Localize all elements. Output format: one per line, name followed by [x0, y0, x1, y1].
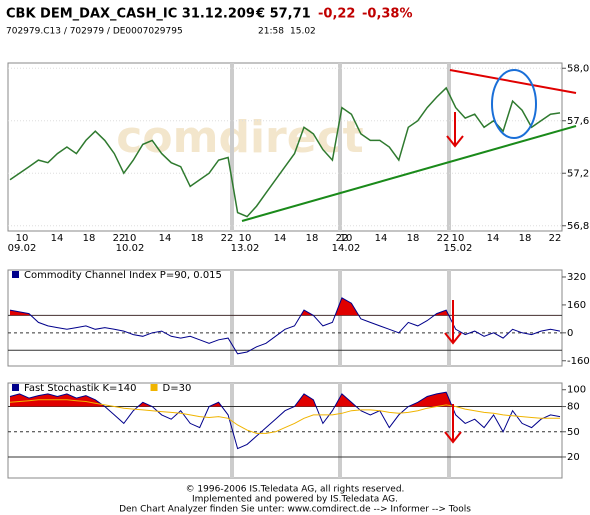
- x-date-label: 15.02: [444, 243, 473, 254]
- x-tick-label: 22: [221, 233, 234, 244]
- date: 15.02: [290, 27, 316, 37]
- x-tick-label: 14: [159, 233, 172, 244]
- y-tick-label: 57,6: [567, 116, 589, 127]
- x-tick-label: 10: [340, 233, 353, 244]
- x-tick-label: 10: [452, 233, 465, 244]
- footer: © 1996-2006 IS.Teledata AG, all rights r…: [186, 485, 405, 495]
- overbought-fill: [10, 297, 560, 316]
- x-tick-label: 14: [51, 233, 64, 244]
- annotations: [241, 69, 577, 444]
- y-tick-label: 58,0: [567, 63, 589, 74]
- y-tick-label: 57,2: [567, 168, 589, 179]
- y-tick-label: 20: [567, 452, 580, 463]
- legend-swatch: [150, 384, 158, 391]
- x-tick-label: 18: [519, 233, 532, 244]
- x-tick-label: 18: [306, 233, 319, 244]
- change-pct: -0,38%: [362, 7, 413, 22]
- y-tick-label: -160: [567, 356, 590, 367]
- y-tick-label: 56,8: [567, 221, 589, 232]
- line: [9, 297, 561, 355]
- panel: [7, 382, 563, 479]
- x-date-label: 09.02: [8, 243, 37, 254]
- line: [9, 399, 560, 434]
- y-tick-label: 50: [567, 427, 580, 438]
- x-tick-label: 14: [487, 233, 500, 244]
- overbought-fill: [10, 392, 453, 407]
- x-tick-label: 18: [83, 233, 96, 244]
- x-tick-label: 14: [274, 233, 287, 244]
- y-tick-label: 80: [567, 402, 580, 413]
- x-tick-label: 22: [437, 233, 450, 244]
- x-date-label: 14.02: [332, 243, 361, 254]
- x-tick-label: 14: [375, 233, 388, 244]
- line: [9, 86, 561, 218]
- price: € 57,71: [255, 7, 311, 22]
- legend-label: Commodity Channel Index P=90, 0.015: [24, 270, 222, 281]
- watermark: comdirect: [116, 112, 363, 163]
- x-tick-label: 22: [336, 233, 349, 244]
- y-tick-label: 160: [567, 300, 586, 311]
- time: 21:58: [258, 27, 284, 37]
- footer: Implemented and powered by IS.Teledata A…: [192, 495, 398, 505]
- title: CBK DEM_DAX_CASH_IC 31.12.209: [6, 7, 255, 22]
- x-tick-label: 10: [16, 233, 29, 244]
- x-date-label: 13.02: [231, 243, 260, 254]
- x-tick-label: 18: [191, 233, 204, 244]
- ids: 702979.C13 / 702979 / DE0007029795: [6, 27, 183, 37]
- x-tick-label: 22: [549, 233, 562, 244]
- legend-swatch: [12, 384, 19, 391]
- x-tick-label: 10: [124, 233, 137, 244]
- change: -0,22: [318, 7, 355, 22]
- panel: [7, 269, 563, 367]
- x-date-label: 10.02: [116, 243, 145, 254]
- y-tick-label: 0: [567, 328, 573, 339]
- legend-swatch: [12, 271, 19, 278]
- x-tick-label: 10: [239, 233, 252, 244]
- y-tick-label: 100: [567, 385, 586, 396]
- panel: [7, 62, 563, 232]
- legend-label: D=30: [163, 383, 192, 394]
- legend-label: Fast Stochastik K=140: [24, 383, 137, 394]
- x-tick-label: 22: [113, 233, 126, 244]
- x-tick-label: 18: [407, 233, 420, 244]
- y-tick-label: 320: [567, 272, 586, 283]
- footer: Den Chart Analyzer finden Sie unter: www…: [119, 505, 471, 515]
